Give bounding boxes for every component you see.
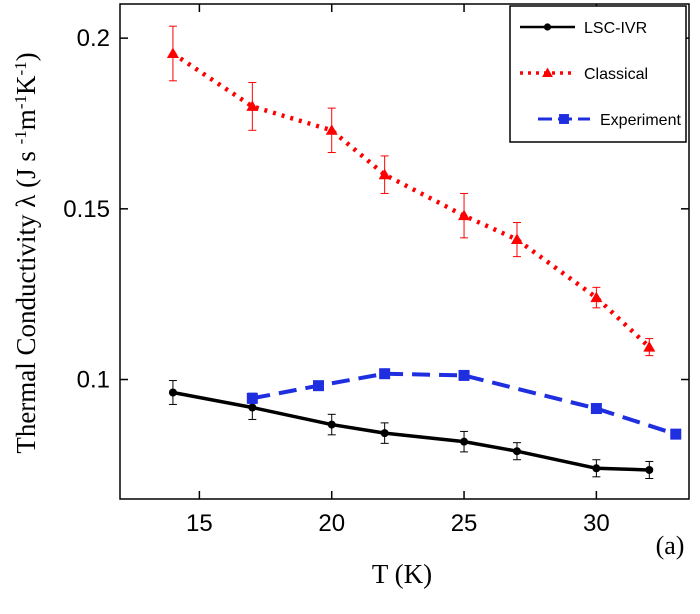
legend-label: LSC-IVR (584, 20, 647, 37)
data-point (325, 124, 338, 135)
data-point (312, 380, 324, 392)
x-tick-label: 25 (451, 510, 478, 537)
legend-items: LSC-IVR Classical Experiment (520, 20, 681, 129)
series-line (171, 51, 651, 349)
legend-marker (559, 114, 569, 124)
y-axis-label-main: Thermal Conductivity λ (J s (11, 151, 41, 454)
y-tick-label: 0.15 (63, 196, 110, 223)
y-axis-label-unit: ) (11, 52, 41, 61)
data-point (458, 369, 470, 381)
x-axis-label: T (K) (372, 559, 432, 589)
y-axis-label-unit: m (11, 109, 41, 130)
data-point (168, 388, 177, 397)
data-point (166, 47, 179, 58)
data-point (590, 291, 603, 303)
series-classical (166, 25, 656, 357)
data-point (246, 100, 259, 111)
y-axis-label-superscript: -1 (11, 130, 30, 144)
data-point (246, 392, 258, 404)
series-line (251, 371, 677, 437)
y-axis-label-superscript: -1 (11, 61, 30, 75)
plot-frame (119, 3, 690, 500)
data-point (380, 429, 389, 438)
legend-marker (542, 67, 553, 78)
ticks-layer: 15 20 25 30 0.1 0.15 0.2 (63, 4, 689, 537)
legend-marker (543, 23, 552, 31)
series-lsc-ivr (168, 380, 654, 480)
y-axis-label: Thermal Conductivity λ (J s -1m-1K-1) (11, 52, 42, 453)
data-point (643, 341, 656, 352)
legend-item-lsc-ivr: LSC-IVR (520, 20, 647, 37)
x-tick-label: 30 (583, 510, 610, 537)
data-point (378, 168, 391, 180)
legend-label: Classical (584, 66, 648, 83)
data-point (460, 437, 469, 446)
data-point (670, 428, 682, 440)
data-point (379, 368, 391, 380)
y-tick-label: 0.2 (77, 25, 110, 52)
legend: LSC-IVR Classical Experiment (509, 5, 687, 143)
series-line (172, 390, 650, 472)
x-tick-label: 20 (318, 510, 345, 537)
y-tick-label: 0.1 (77, 367, 110, 394)
legend-item-classical: Classical (520, 66, 648, 83)
data-point (645, 465, 654, 474)
y-axis-label-superscript: -1 (11, 95, 30, 109)
legend-label: Experiment (600, 112, 681, 129)
data-point (590, 403, 602, 415)
legend-item-experiment: Experiment (538, 112, 681, 129)
data-point (327, 420, 336, 429)
y-axis-label-unit: K (11, 75, 41, 95)
data-point (510, 233, 523, 245)
x-tick-label: 15 (186, 510, 213, 537)
data-point (592, 464, 601, 473)
panel-label: (a) (656, 531, 685, 560)
data-point (248, 403, 257, 412)
data-point (512, 447, 521, 456)
series-layer (166, 25, 682, 480)
data-point (458, 209, 471, 221)
series-experiment (246, 368, 682, 440)
